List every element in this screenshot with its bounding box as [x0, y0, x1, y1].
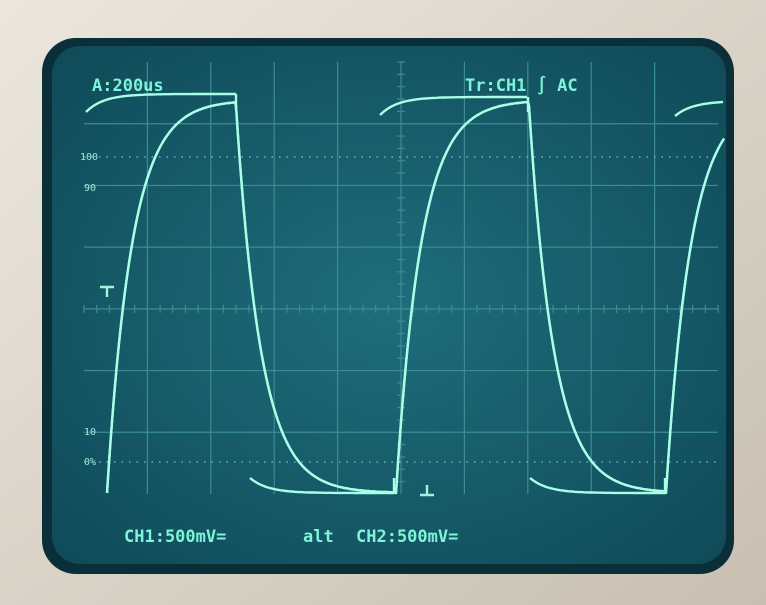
trigger-info: Tr:CH1 ∫ AC: [465, 75, 578, 96]
scale-label: 0%: [84, 457, 96, 468]
timebase: A:200us: [92, 76, 164, 96]
scale-label: 10: [84, 427, 96, 438]
scale-label: 100: [80, 152, 98, 163]
ch1-setting: CH1:500mV=: [124, 527, 226, 547]
display-mode: alt: [303, 527, 334, 547]
scale-label: 90: [84, 183, 96, 194]
oscilloscope-photo: A:200us Tr:CH1 ∫ AC 100 90 10 0% CH1:500…: [0, 0, 766, 605]
ch2-setting: CH2:500mV=: [356, 527, 458, 547]
